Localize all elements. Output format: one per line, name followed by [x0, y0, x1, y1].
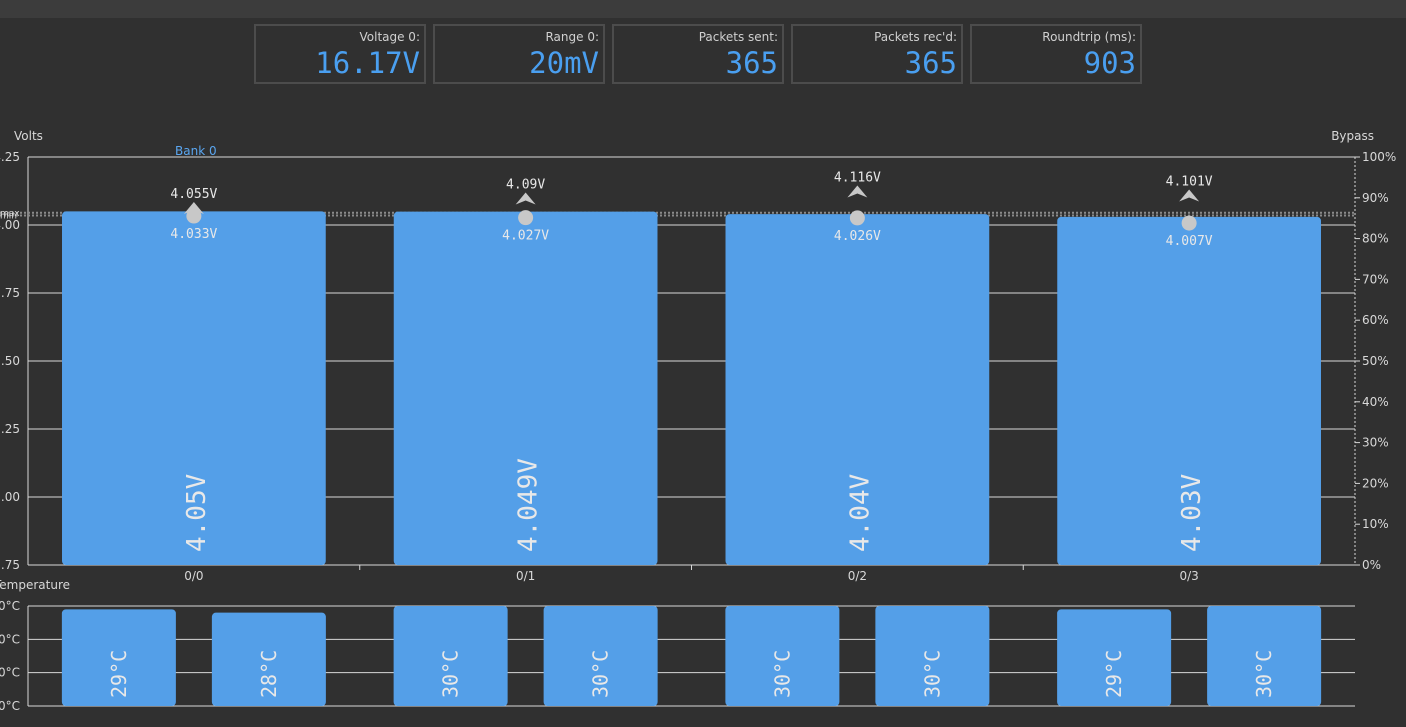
min-marker [1181, 215, 1197, 231]
max-value-label: 4.101V [1166, 175, 1213, 190]
voltage-bar [1057, 216, 1321, 565]
y2-tick-label: 30% [1362, 436, 1389, 450]
min-marker [849, 210, 865, 226]
y-tick-label: 3.50 [0, 354, 20, 368]
y-tick-label: 4.25 [0, 150, 20, 164]
bar-value-label: 4.03V [1177, 474, 1207, 552]
min-marker [186, 208, 202, 224]
temperature-bar [875, 606, 990, 706]
y2-tick-label: 40% [1362, 395, 1389, 409]
y-tick-label: 4.00 [0, 218, 20, 232]
max-value-label: 4.116V [834, 170, 881, 185]
y-tick-label: 3.00 [0, 490, 20, 504]
temperature-value-label: 30°C [1252, 650, 1276, 698]
threshold-label: max [0, 209, 20, 219]
min-marker [518, 210, 534, 226]
stat-value: 365 [725, 46, 778, 80]
max-marker [1179, 189, 1200, 202]
temperature-bar [725, 606, 840, 706]
min-value-label: 4.026V [834, 229, 881, 244]
y-tick-label: 30°C [0, 599, 20, 613]
y-tick-label: 3.25 [0, 422, 20, 436]
stat-label: Roundtrip (ms): [1042, 30, 1136, 44]
voltage-bar [393, 211, 658, 565]
temperature-bar [1207, 606, 1322, 706]
y2-tick-label: 70% [1362, 272, 1389, 286]
min-value-label: 4.033V [170, 227, 217, 242]
y-tick-label: 3.75 [0, 286, 20, 300]
temperature-value-label: 30°C [920, 650, 944, 698]
y-tick-label: 20°C [0, 632, 20, 646]
category-label: 0/3 [1179, 569, 1198, 583]
y-axis-title: Volts [14, 129, 43, 143]
roundtrip-stat: Roundtrip (ms): 903 [970, 24, 1142, 84]
y2-tick-label: 20% [1362, 476, 1389, 490]
top-bar [0, 0, 1406, 18]
y-tick-label: 0°C [0, 699, 20, 713]
max-value-label: 4.055V [170, 187, 217, 202]
min-value-label: 4.027V [502, 229, 549, 244]
temperature-bar [211, 612, 326, 706]
temperature-bar [1057, 609, 1172, 706]
y-tick-label: 10°C [0, 666, 20, 680]
stat-value: 903 [1083, 46, 1136, 80]
y2-tick-label: 0% [1362, 558, 1381, 572]
stat-value: 20mV [529, 46, 599, 80]
y2-tick-label: 50% [1362, 354, 1389, 368]
temperature-value-label: 30°C [589, 650, 613, 698]
bar-value-label: 4.05V [182, 474, 212, 552]
temperature-bar [393, 606, 508, 706]
y2-tick-label: 10% [1362, 517, 1389, 531]
threshold-label: min [0, 211, 17, 221]
temperature-value-label: 29°C [107, 650, 131, 698]
category-label: 0/1 [516, 569, 535, 583]
voltage-bar [725, 214, 990, 565]
min-value-label: 4.007V [1166, 234, 1213, 249]
temperature-bar [543, 606, 658, 706]
stat-label: Packets sent: [698, 30, 778, 44]
y2-tick-label: 100% [1362, 150, 1396, 164]
max-marker [515, 192, 536, 205]
category-label: 0/2 [848, 569, 867, 583]
stat-label: Packets rec'd: [874, 30, 957, 44]
category-label: 0/0 [184, 569, 203, 583]
max-marker [847, 185, 868, 198]
stat-label: Range 0: [545, 30, 599, 44]
y2-tick-label: 80% [1362, 232, 1389, 246]
temperature-axis-title: Temperature [0, 578, 70, 592]
stat-label: Voltage 0: [359, 30, 420, 44]
y2-tick-label: 60% [1362, 313, 1389, 327]
legend-entry: Bank 0 [175, 144, 217, 158]
packets-received-stat: Packets rec'd: 365 [791, 24, 963, 84]
y-tick-label: 2.75 [0, 558, 20, 572]
packets-sent-stat: Packets sent: 365 [612, 24, 784, 84]
stat-value: 16.17V [315, 46, 420, 80]
max-value-label: 4.09V [506, 178, 545, 193]
range-stat: Range 0: 20mV [433, 24, 605, 84]
temperature-value-label: 28°C [257, 650, 281, 698]
bar-value-label: 4.049V [514, 458, 544, 552]
voltage-bar [62, 211, 326, 565]
voltage-stat: Voltage 0: 16.17V [254, 24, 426, 84]
temperature-value-label: 30°C [439, 650, 463, 698]
stat-value: 365 [904, 46, 957, 80]
temperature-bar [61, 609, 176, 706]
bar-value-label: 4.04V [845, 474, 875, 552]
temperature-value-label: 29°C [1102, 650, 1126, 698]
y2-tick-label: 90% [1362, 191, 1389, 205]
y2-axis-title: Bypass [1331, 129, 1374, 143]
temperature-value-label: 30°C [770, 650, 794, 698]
